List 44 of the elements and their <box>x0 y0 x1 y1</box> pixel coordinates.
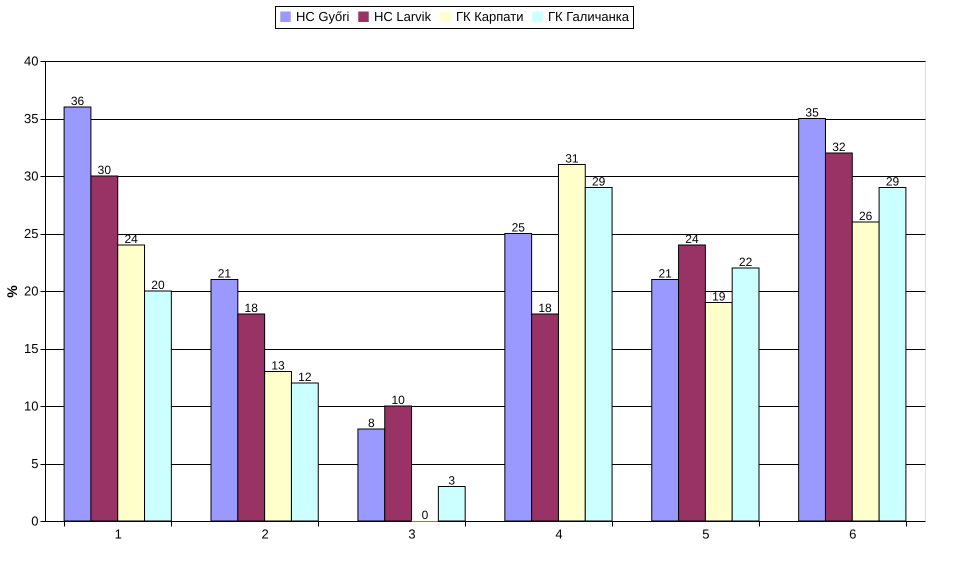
data-label: 35 <box>805 106 820 120</box>
data-label: 12 <box>298 370 312 384</box>
x-tick-label: 6 <box>849 526 856 542</box>
data-label: 30 <box>98 163 112 177</box>
data-label: 32 <box>832 140 846 154</box>
legend-label: HC Győri <box>296 8 350 24</box>
data-label: 31 <box>565 152 579 166</box>
y-tick-label: 0 <box>31 514 38 528</box>
data-label: 29 <box>886 174 900 188</box>
data-label: 24 <box>685 232 699 246</box>
y-tick-label: 15 <box>24 341 38 356</box>
y-tick-label: 40 <box>24 54 38 68</box>
data-label: 3 <box>448 474 456 488</box>
data-label: 25 <box>512 220 526 234</box>
data-label: 20 <box>151 278 165 292</box>
data-label: 13 <box>271 358 286 372</box>
y-tick-label: 5 <box>31 456 38 471</box>
y-tick-label: 35 <box>24 111 38 126</box>
x-tick-label: 3 <box>408 526 416 542</box>
y-axis-title: % <box>4 284 20 298</box>
data-label: 24 <box>124 232 138 246</box>
x-tick-label: 5 <box>702 526 710 542</box>
x-tick-label: 4 <box>555 526 563 542</box>
data-label: 8 <box>368 416 375 430</box>
data-label: 18 <box>244 301 258 315</box>
legend-label: ГК Карпати <box>456 8 524 24</box>
data-label: 18 <box>538 301 552 315</box>
data-label: 21 <box>658 266 672 280</box>
x-tick-label: 1 <box>114 526 122 542</box>
y-tick-label: 25 <box>24 226 38 241</box>
legend-label: ГК Галичанка <box>548 8 630 24</box>
data-label: 26 <box>859 209 873 223</box>
legend-label: HC Larvik <box>374 8 432 24</box>
data-label: 10 <box>391 393 406 407</box>
data-label: 29 <box>592 174 606 188</box>
data-label: 0 <box>422 508 429 522</box>
y-tick-label: 30 <box>24 168 38 184</box>
y-tick-label: 20 <box>24 284 38 298</box>
data-label: 21 <box>218 266 232 280</box>
y-tick-label: 10 <box>24 398 38 414</box>
x-tick-label: 2 <box>262 526 269 542</box>
data-label: 19 <box>712 290 726 304</box>
data-label: 22 <box>738 255 753 269</box>
data-label: 36 <box>70 94 84 108</box>
